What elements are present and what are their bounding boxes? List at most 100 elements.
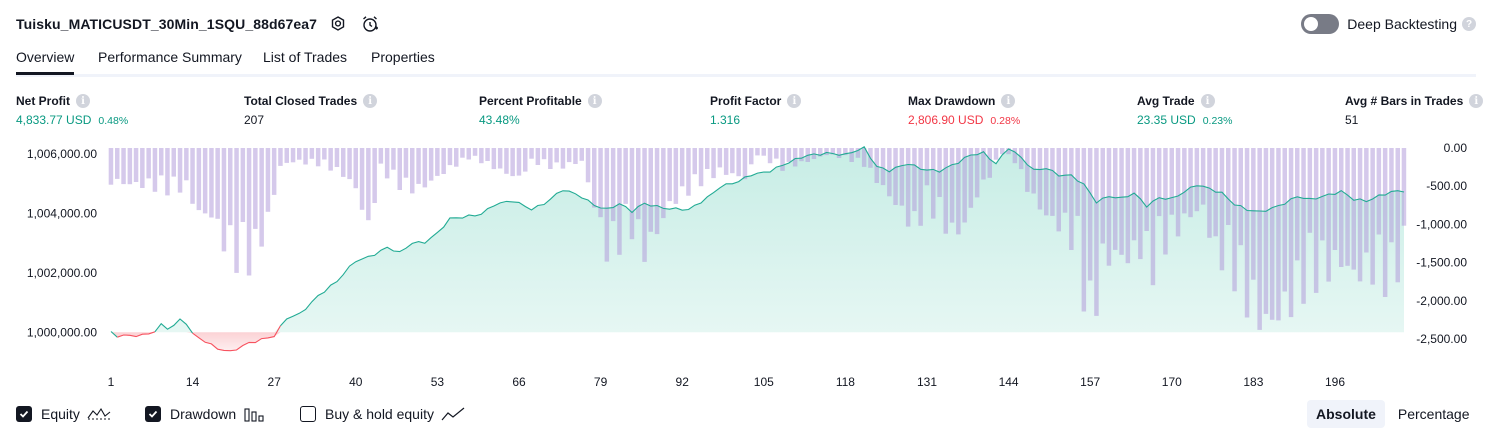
metric-value: 43.48% [479,113,520,127]
tab-overview[interactable]: Overview [16,49,75,75]
info-icon[interactable]: i [587,94,602,108]
drawdown-bar [761,148,766,156]
absolute-button[interactable]: Absolute [1307,400,1385,428]
bar-chart-icon [243,406,265,422]
drawdown-bar [899,148,905,206]
drawdown-bar [893,148,898,205]
drawdown-bar [1339,148,1344,267]
drawdown-bar [184,148,189,181]
drawdown-bar [309,148,315,159]
drawdown-bar [1069,148,1074,250]
alarm-add-icon[interactable] [359,13,381,35]
drawdown-bar [479,148,484,164]
drawdown-bar [924,148,930,186]
drawdown-bar [1006,148,1011,155]
drawdown-bar [391,148,396,170]
drawdown-bar [353,148,358,189]
deep-backtesting-toggle[interactable] [1301,14,1340,34]
drawdown-bar [1357,148,1363,282]
drawdown-bar [334,148,340,167]
settings-icon[interactable] [327,13,349,35]
drawdown-bar [1257,148,1262,330]
buy-hold-checkbox[interactable] [300,406,316,422]
metric-percent: 0.48% [98,115,129,127]
percentage-button[interactable]: Percentage [1397,406,1470,422]
help-icon[interactable]: ? [1462,17,1476,31]
drawdown-bar [786,148,792,162]
drawdown-bar [767,148,773,164]
drawdown-bar [1313,148,1319,293]
drawdown-bar [673,148,679,204]
drawdown-bar [1100,148,1105,244]
drawdown-bar [968,148,974,208]
drawdown-bar [1163,148,1168,255]
drawdown-bar [416,148,421,184]
tab-performance-summary[interactable]: Performance Summary [98,49,242,65]
drawdown-bar [541,148,547,160]
drawdown-bar [108,148,114,185]
left-axis-tick: 1,000,000.00 [27,325,97,339]
drawdown-bar [654,148,660,235]
drawdown-bar [1401,148,1407,226]
drawdown-bar [636,148,641,220]
loss-area [111,332,1404,351]
tab-list-of-trades[interactable]: List of Trades [263,49,348,65]
drawdown-bar [303,148,308,165]
legend-buy-hold[interactable]: Buy & hold equity [300,403,465,425]
deep-backtesting-label: Deep Backtesting [1347,16,1457,32]
metric-percent: 0.28% [990,115,1021,127]
drawdown-bar [661,148,666,219]
left-axis-tick: 1,006,000.00 [27,147,97,161]
drawdown-bar [1144,148,1149,231]
metric-avg-bars: Avg # Bars in Trades i 51 [1345,93,1484,129]
drawdown-bar [1113,148,1118,250]
drawdown-bar [1276,148,1281,321]
legend-equity[interactable]: Equity [16,403,111,425]
drawdown-bar [1062,148,1068,213]
equity-line-icon [87,406,111,422]
drawdown-bar [196,148,202,211]
drawdown-bar [1182,148,1187,214]
info-icon[interactable]: i [1001,94,1016,108]
drawdown-bar [604,148,610,262]
drawdown-bar [1269,148,1275,320]
drawdown-bar [1345,148,1350,266]
drawdown-bar [642,148,647,262]
metric-value: 2,806.90 USD [908,113,984,127]
legend-buy-hold-label: Buy & hold equity [325,406,434,422]
drawdown-bar [359,148,365,210]
tab-properties[interactable]: Properties [371,49,435,65]
metric-label: Profit Factor [710,94,782,108]
drawdown-bar [686,148,691,196]
tab-bar: Overview Performance Summary List of Tra… [16,46,1476,77]
x-axis-tick: 1 [108,375,115,389]
info-icon[interactable]: i [363,94,378,108]
info-icon[interactable]: i [1200,94,1215,108]
drawdown-bar [679,148,685,187]
drawdown-bar [1031,148,1036,194]
drawdown-bar [974,148,980,198]
legend-drawdown[interactable]: Drawdown [145,403,265,425]
drawdown-bar [190,148,195,204]
drawdown-bar [943,148,948,234]
drawdown-checkbox[interactable] [145,406,161,422]
drawdown-bar [1376,148,1382,235]
drawdown-bar [736,148,741,177]
info-icon[interactable]: i [76,94,90,108]
drawdown-bar [215,148,220,219]
info-icon[interactable]: i [787,94,802,108]
x-axis-tick: 40 [349,375,363,389]
drawdown-bar [1251,148,1256,280]
metric-value: 4,833.77 USD [16,113,92,127]
drawdown-bar [905,148,911,227]
drawdown-bar [1288,148,1294,318]
info-icon[interactable]: i [1469,94,1484,108]
drawdown-bar [981,148,986,180]
drawdown-bar [1125,148,1131,264]
equity-line [280,146,1405,327]
drawdown-bar [297,148,302,160]
x-axis-tick: 66 [512,375,526,389]
equity-drawdown-chart[interactable]: 1,006,000.00 1,004,000.00 1,002,000.00 1,00… [0,140,1494,395]
drawdown-bar [1119,148,1124,255]
equity-checkbox[interactable] [16,406,32,422]
